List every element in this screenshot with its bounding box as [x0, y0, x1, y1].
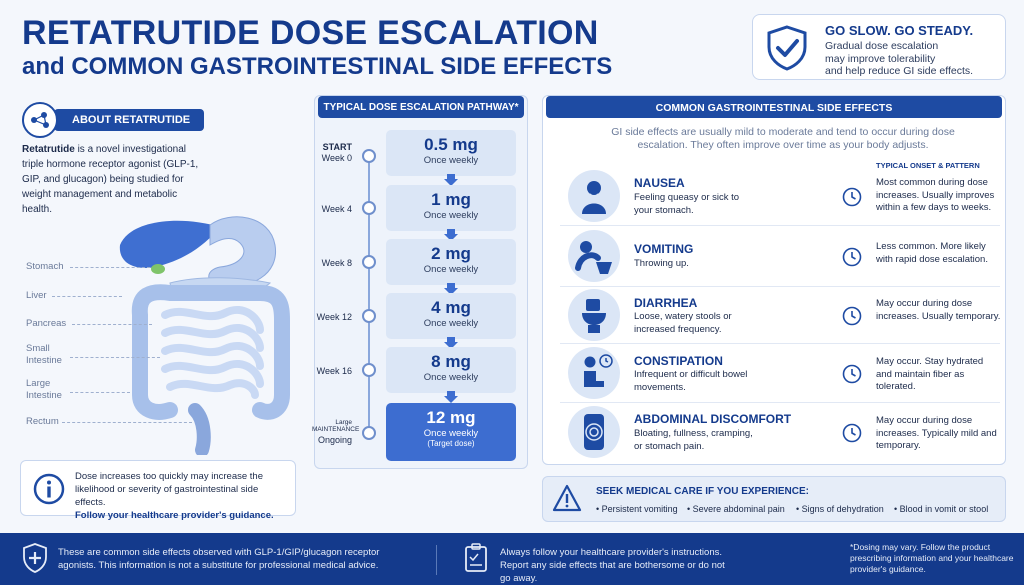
timeline-node [362, 426, 376, 440]
digestive-system-illustration [119, 216, 290, 455]
clock-icon [842, 423, 862, 443]
side-effects-intro: GI side effects are usually mild to mode… [611, 126, 955, 151]
footer-disclaimer: These are common side effects observed w… [58, 547, 380, 571]
clock-icon [842, 247, 862, 267]
row-divider [560, 343, 1000, 344]
timeline-node [362, 255, 376, 269]
organ-leader-line [70, 267, 150, 268]
effect-onset: Most common during dose increases. Usual… [876, 177, 995, 213]
row-divider [560, 402, 1000, 403]
week-label: Ongoing [317, 435, 352, 445]
footer [0, 533, 1024, 585]
seek-care-item: • Persistent vomiting [596, 504, 678, 514]
go-slow-text: Gradual dose escalation may improve tole… [825, 40, 974, 77]
shield-check-icon [767, 25, 807, 71]
timeline-node [362, 363, 376, 377]
go-slow-callout: GO SLOW. GO STEADY. Gradual dose escalat… [752, 14, 1006, 80]
toilet-icon [568, 289, 620, 341]
arrow-down-icon [444, 229, 458, 241]
timeline-line [368, 155, 370, 433]
row-divider [560, 225, 1000, 226]
clock-icon [842, 306, 862, 326]
effect-onset: Less common. More likely with rapid dose… [876, 241, 988, 265]
organ-leader-line [70, 357, 160, 358]
organ-leader-line [70, 392, 130, 393]
footer-instructions: Always follow your healthcare provider's… [500, 547, 725, 584]
about-heading: ABOUT RETATRUTIDE [54, 109, 204, 131]
effect-description: Feeling queasy or sick to your stomach. [634, 192, 740, 216]
clipboard-icon [465, 543, 487, 572]
seek-care-box [542, 476, 1006, 522]
abdomen-icon [568, 406, 620, 458]
dose-step: 8 mg Once weekly [386, 347, 516, 393]
seek-care-item: • Signs of dehydration [796, 504, 884, 514]
effect-name: CONSTIPATION [634, 354, 723, 368]
seek-care-title: SEEK MEDICAL CARE IF YOU EXPERIENCE: [596, 486, 809, 497]
effect-name: DIARRHEA [634, 296, 698, 310]
timeline-node [362, 309, 376, 323]
footer-dosing-note: *Dosing may vary. Follow the product pre… [850, 542, 1014, 574]
warning-triangle-icon [552, 484, 582, 512]
week-label: Week 8 [321, 258, 352, 268]
effect-name: VOMITING [634, 242, 694, 256]
dose-step: 4 mg Once weekly [386, 293, 516, 339]
vomiting-icon [568, 230, 620, 282]
effect-description: Loose, watery stools or increased freque… [634, 311, 732, 335]
organ-leader-line [72, 324, 152, 325]
arrow-down-icon [444, 391, 458, 403]
info-icon [33, 473, 65, 505]
organ-label-small-intestine: Small Intestine [26, 343, 62, 366]
effect-name: ABDOMINAL DISCOMFORT [634, 412, 792, 426]
effect-description: Infrequent or difficult bowel movements. [634, 369, 748, 393]
organ-label-liver: Liver [26, 290, 47, 301]
week-start-label: START [322, 142, 352, 152]
side-effects-panel [542, 95, 1006, 465]
escalation-warning: Dose increases too quickly may increase … [20, 460, 296, 521]
organ-leader-line [52, 296, 122, 297]
dose-step: 1 mg Once weekly [386, 185, 516, 231]
arrow-down-icon [444, 174, 458, 186]
organ-label-stomach: Stomach [26, 261, 64, 272]
seek-care-item: • Severe abdominal pain [687, 504, 785, 514]
organ-label-pancreas: Pancreas [26, 318, 67, 329]
timeline-node [362, 149, 376, 163]
effect-onset: May occur. Stay hydrated and maintain fi… [876, 356, 984, 392]
arrow-down-icon [444, 337, 458, 349]
target-dose-step: 12 mg Once weekly (Target dose) [386, 403, 516, 461]
clock-icon [842, 364, 862, 384]
constipation-icon [568, 347, 620, 399]
arrow-down-icon [444, 283, 458, 295]
page-subtitle: and COMMON GASTROINTESTINAL SIDE EFFECTS [22, 53, 613, 80]
organ-label-large-intestine: Large Intestine [26, 378, 62, 401]
dose-pathway-heading: TYPICAL DOSE ESCALATION PATHWAY* [318, 96, 524, 118]
effect-onset: May occur during dose increases. Usually… [876, 298, 1001, 322]
shield-plus-icon [23, 543, 47, 573]
nausea-icon [568, 170, 620, 222]
about-description: Retatrutide is a novel investigational t… [22, 144, 199, 215]
dose-step: 2 mg Once weekly [386, 239, 516, 285]
organ-leader-line [62, 422, 192, 423]
footer-separator [436, 545, 437, 575]
side-effects-heading: COMMON GASTROINTESTINAL SIDE EFFECTS [546, 96, 1002, 118]
page-title: RETATRUTIDE DOSE ESCALATION [22, 14, 599, 52]
effect-description: Bloating, fullness, cramping, or stomach… [634, 428, 753, 452]
organ-label-rectum: Rectum [26, 416, 59, 427]
week-label: Week 16 [316, 366, 352, 376]
dose-step: 0.5 mg Once weekly [386, 130, 516, 176]
week-label: Week 4 [321, 204, 352, 214]
effect-onset: May occur during dose increases. Typical… [876, 415, 997, 451]
effect-description: Throwing up. [634, 258, 689, 269]
go-slow-heading: GO SLOW. GO STEADY. [825, 23, 974, 38]
week-label: Week 0 [321, 153, 352, 163]
clock-icon [842, 187, 862, 207]
seek-care-item: • Blood in vomit or stool [894, 504, 989, 514]
effect-name: NAUSEA [634, 176, 685, 190]
week-maintenance-label: Large MAINTENANCE [312, 419, 360, 433]
timeline-node [362, 201, 376, 215]
week-label: Week 12 [316, 312, 352, 322]
onset-column-heading: TYPICAL ONSET & PATTERN [876, 161, 980, 170]
molecule-icon [22, 102, 58, 138]
row-divider [560, 286, 1000, 287]
